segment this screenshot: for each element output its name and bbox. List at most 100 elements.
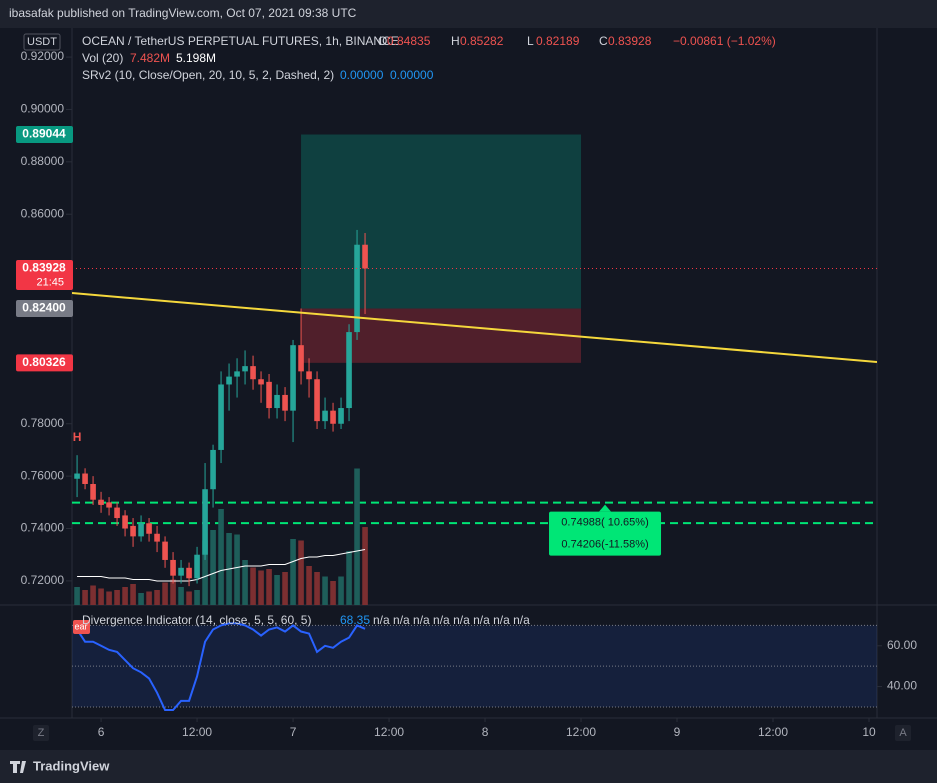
x-tick-label: 10 — [862, 725, 876, 739]
candle-body — [322, 410, 328, 422]
scale-button[interactable] — [33, 725, 49, 741]
candle-body — [346, 332, 352, 409]
scale-right[interactable]: A — [899, 727, 907, 739]
volume-bar — [90, 585, 96, 605]
ohlc-letter: H — [451, 34, 460, 48]
ohlc-value: 0.83928 — [608, 34, 652, 48]
volume-bar — [154, 590, 160, 605]
price-label: 0.83928 — [22, 261, 66, 275]
volume-bar — [138, 593, 144, 605]
candle-body — [154, 533, 160, 542]
volume-bar — [130, 584, 136, 605]
candle-body — [258, 379, 264, 385]
volume-bar — [258, 570, 264, 605]
candle-body — [186, 567, 192, 579]
candle-body — [74, 473, 80, 479]
volume-bar — [314, 572, 320, 605]
volume-bar — [178, 587, 184, 605]
volume-bar — [234, 534, 240, 605]
volume-bar — [346, 551, 352, 605]
symbol-title: OCEAN / TetherUS PERPETUAL FUTURES, 1h, … — [82, 34, 399, 48]
candle-body — [202, 489, 208, 555]
volume-bar — [106, 591, 112, 605]
volume-bar — [98, 588, 104, 605]
volume-ma-label: 7.482M — [130, 51, 170, 65]
y-tick-label: 0.90000 — [21, 102, 65, 116]
volume-bar — [282, 572, 288, 605]
indicator-tag: ear — [74, 621, 87, 631]
x-tick-label: 12:00 — [182, 725, 212, 739]
ohlc-value: 0.85282 — [460, 34, 504, 48]
candle-body — [90, 483, 96, 500]
header-bar — [0, 0, 937, 28]
ohlc-value: 0.84835 — [387, 34, 431, 48]
candle-body — [114, 507, 120, 519]
volume-bar — [74, 587, 80, 605]
volume-bar — [146, 591, 152, 605]
indicator-value: 68.35 — [340, 613, 370, 627]
level-label: 0.74988( 10.65%) — [561, 517, 648, 529]
candle-body — [274, 394, 280, 409]
volume-bar — [330, 581, 336, 605]
volume-bar — [242, 560, 248, 605]
x-tick-label: 12:00 — [758, 725, 788, 739]
currency: USDT — [27, 36, 57, 48]
sr-name: SRv2 (10, Close/Open, 20, 10, 5, 2, Dash… — [82, 68, 334, 82]
target-zone — [301, 134, 582, 309]
volume-bar — [218, 509, 224, 605]
price-label-box — [16, 259, 73, 290]
auto-button[interactable] — [895, 725, 911, 741]
y-tick-label: 0.72000 — [21, 573, 65, 587]
volume-bar — [202, 540, 208, 605]
currency-box — [23, 33, 61, 51]
ohlc-letter: C — [599, 34, 608, 48]
candle-body — [330, 410, 336, 424]
y-tick-label: 0.92000 — [21, 49, 65, 63]
main-pane — [72, 134, 877, 605]
indicator-line — [76, 622, 366, 711]
candle-body — [162, 541, 168, 560]
x-tick-label: 12:00 — [566, 725, 596, 739]
volume-bar — [362, 527, 368, 605]
indicator-title: Divergence Indicator (14, close, 5, 5, 6… — [82, 613, 311, 627]
volume-bar — [122, 587, 128, 605]
volume-name: Vol (20) — [82, 51, 123, 65]
price-label-box — [16, 125, 73, 143]
logo — [10, 761, 26, 773]
volume-bar — [186, 591, 192, 605]
level-pointer — [599, 504, 612, 512]
candle-body — [354, 244, 360, 333]
price-label: 0.82400 — [22, 301, 66, 315]
y-tick-label: 0.78000 — [21, 416, 65, 430]
x-tick-label: 8 — [482, 725, 489, 739]
volume-bar — [322, 576, 328, 605]
candle-body — [314, 379, 320, 422]
scale-left[interactable]: Z — [38, 727, 45, 739]
footer-brand: TradingView — [33, 758, 110, 773]
high-marker: H — [73, 430, 82, 444]
candle-body — [146, 523, 152, 534]
indicator-rest: n/a n/a n/a n/a n/a n/a n/a n/a — [373, 613, 530, 627]
candle-body — [210, 449, 216, 490]
y-tick-label: 0.74000 — [21, 521, 65, 535]
volume-bar — [114, 590, 120, 605]
price-label-box — [16, 300, 73, 318]
volume-bar — [194, 590, 200, 605]
y-tick-label: 0.86000 — [21, 206, 65, 220]
volume-last-label: 5.198M — [176, 51, 216, 65]
x-tick-label: 12:00 — [374, 725, 404, 739]
y-tick-label: 0.88000 — [21, 154, 65, 168]
volume-bar — [266, 569, 272, 605]
candle-body — [194, 554, 200, 579]
indicator-tick-label: 60.00 — [887, 638, 917, 652]
volume-bar — [306, 566, 312, 605]
indicator-tick-label: 40.00 — [887, 679, 917, 693]
candle-body — [122, 515, 128, 529]
price-label: 0.89044 — [22, 127, 66, 141]
x-tick-label: 7 — [290, 725, 297, 739]
candle-body — [362, 244, 368, 269]
sr-value: 0.00000 — [390, 68, 434, 82]
ohlc-letter: O — [378, 34, 387, 48]
volume-bar — [162, 582, 168, 605]
